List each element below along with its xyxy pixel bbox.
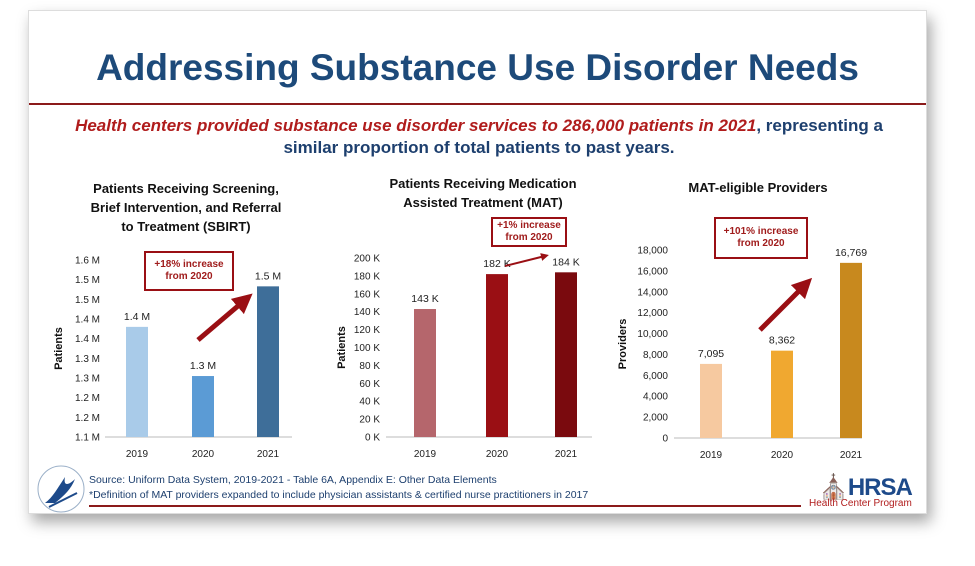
y-tick-label: 1.4 M xyxy=(75,315,100,326)
data-label: 16,769 xyxy=(835,247,867,259)
y-tick-label: 1.6 M xyxy=(75,256,100,267)
slide-title: Addressing Substance Use Disorder Needs xyxy=(96,47,859,88)
chart-title: Patients Receiving Medication xyxy=(389,176,576,191)
trend-arrow-icon xyxy=(196,293,253,342)
trend-arrow-icon xyxy=(504,253,549,267)
data-label: 182 K xyxy=(483,258,510,270)
y-tick-label: 1.2 M xyxy=(75,393,100,404)
y-axis-label: Patients xyxy=(53,327,65,370)
y-tick-label: 20 K xyxy=(359,415,380,426)
y-tick-label: 14,000 xyxy=(637,287,668,298)
slide-subtitle: Health centers provided substance use di… xyxy=(69,115,889,159)
x-tick-label: 2019 xyxy=(414,449,437,460)
hrsa-logo: ⛪HRSA Health Center Program xyxy=(809,474,913,509)
y-axis-label: Providers xyxy=(617,319,629,370)
y-tick-label: 10,000 xyxy=(637,329,668,340)
y-tick-label: 18,000 xyxy=(637,246,668,257)
y-tick-label: 180 K xyxy=(354,271,380,282)
y-axis-label: Patients xyxy=(336,326,348,369)
footer-divider xyxy=(89,505,801,507)
chart-title: Patients Receiving Screening, xyxy=(93,181,279,196)
y-tick-label: 0 K xyxy=(365,433,380,444)
title-divider xyxy=(29,103,926,105)
annotation-text: from 2020 xyxy=(737,238,785,249)
y-tick-label: 1.1 M xyxy=(75,433,100,444)
bar-2021 xyxy=(555,272,577,437)
y-tick-label: 1.5 M xyxy=(75,295,100,306)
x-tick-label: 2020 xyxy=(486,449,509,460)
x-tick-label: 2021 xyxy=(555,449,578,460)
annotation-box xyxy=(491,217,567,247)
annotation-box xyxy=(714,217,808,259)
y-tick-label: 120 K xyxy=(354,325,380,336)
bar-2019 xyxy=(414,309,436,437)
annotation-text: from 2020 xyxy=(505,232,553,243)
bar-2019 xyxy=(126,326,148,437)
bar-2019 xyxy=(700,363,722,438)
data-label: 184 K xyxy=(552,256,579,268)
bar-2021 xyxy=(840,262,862,438)
chart-title: Assisted Treatment (MAT) xyxy=(403,195,562,210)
chart-title: Brief Intervention, and Referral xyxy=(91,200,282,215)
chart-title: to Treatment (SBIRT) xyxy=(121,219,250,234)
hrsa-logo-text: HRSA xyxy=(847,474,913,501)
bar-2020 xyxy=(486,274,508,437)
data-label: 7,095 xyxy=(698,348,724,360)
y-tick-label: 0 xyxy=(662,434,668,445)
annotation-text: from 2020 xyxy=(165,271,213,282)
x-tick-label: 2021 xyxy=(840,450,863,461)
y-tick-label: 8,000 xyxy=(643,350,668,361)
bar-2021 xyxy=(257,286,279,437)
y-tick-label: 100 K xyxy=(354,343,380,354)
data-label: 1.3 M xyxy=(190,360,216,372)
y-tick-label: 4,000 xyxy=(643,392,668,403)
x-tick-label: 2020 xyxy=(771,450,794,461)
x-tick-label: 2020 xyxy=(192,449,215,460)
y-tick-label: 2,000 xyxy=(643,413,668,424)
y-tick-label: 1.4 M xyxy=(75,334,100,345)
footer-notes: Source: Uniform Data System, 2019-2021 -… xyxy=(89,473,588,503)
source-note: Source: Uniform Data System, 2019-2021 -… xyxy=(89,474,497,486)
x-tick-label: 2019 xyxy=(126,449,149,460)
y-tick-label: 1.3 M xyxy=(75,374,100,385)
data-label: 1.4 M xyxy=(124,311,150,323)
y-tick-label: 40 K xyxy=(359,397,380,408)
data-label: 8,362 xyxy=(769,335,795,347)
bar-2020 xyxy=(192,376,214,437)
y-tick-label: 200 K xyxy=(354,254,380,265)
subtitle-rest: , representing a similar proportion of t… xyxy=(283,116,883,157)
slide: Addressing Substance Use Disorder Needs … xyxy=(28,10,927,514)
chart-title: MAT-eligible Providers xyxy=(688,180,827,195)
y-tick-label: 6,000 xyxy=(643,371,668,382)
annotation-text: +18% increase xyxy=(154,259,224,270)
bar-2020 xyxy=(771,350,793,438)
y-tick-label: 1.3 M xyxy=(75,354,100,365)
trend-arrow-icon xyxy=(758,277,813,332)
hhs-eagle-logo xyxy=(35,463,87,520)
annotation-box xyxy=(144,251,234,291)
x-tick-label: 2021 xyxy=(257,449,280,460)
y-tick-label: 1.5 M xyxy=(75,275,100,286)
hrsa-logo-subtext: Health Center Program xyxy=(809,498,912,509)
y-tick-label: 12,000 xyxy=(637,308,668,319)
y-tick-label: 140 K xyxy=(354,307,380,318)
annotation-text: +101% increase xyxy=(724,226,799,237)
y-tick-label: 1.2 M xyxy=(75,413,100,424)
data-label: 143 K xyxy=(411,293,438,305)
subtitle-highlight: Health centers provided substance use di… xyxy=(75,116,757,135)
data-label: 1.5 M xyxy=(255,270,281,282)
annotation-text: +1% increase xyxy=(497,220,561,231)
y-tick-label: 16,000 xyxy=(637,266,668,277)
y-tick-label: 60 K xyxy=(359,379,380,390)
definition-note: *Definition of MAT providers expanded to… xyxy=(89,489,589,501)
y-tick-label: 80 K xyxy=(359,361,380,372)
y-tick-label: 160 K xyxy=(354,289,380,300)
x-tick-label: 2019 xyxy=(700,450,723,461)
